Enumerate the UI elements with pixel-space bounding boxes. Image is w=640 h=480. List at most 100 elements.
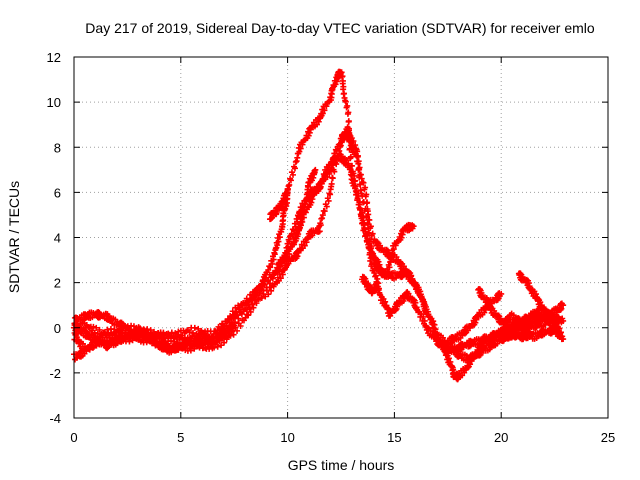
- x-axis-label: GPS time / hours: [288, 457, 395, 473]
- x-tick-label: 10: [280, 430, 294, 445]
- data-marker: [301, 242, 308, 249]
- data-marker: [429, 318, 436, 325]
- data-marker: [297, 145, 304, 152]
- data-marker: [347, 153, 354, 160]
- data-marker: [303, 198, 310, 205]
- data-marker: [332, 146, 339, 153]
- data-marker: [377, 242, 384, 249]
- data-marker: [93, 324, 100, 331]
- grid-layer: [74, 57, 608, 418]
- data-marker: [299, 141, 306, 148]
- data-marker: [335, 152, 342, 159]
- data-marker: [382, 298, 389, 305]
- data-marker: [360, 179, 367, 186]
- data-marker: [298, 241, 305, 248]
- series-track-3: [71, 124, 547, 383]
- data-marker: [359, 209, 366, 216]
- data-marker: [371, 256, 378, 263]
- data-marker: [333, 161, 340, 168]
- data-marker: [274, 242, 281, 249]
- data-marker: [363, 191, 370, 198]
- data-marker: [518, 317, 525, 324]
- series-track-11: [515, 270, 565, 337]
- data-marker: [346, 138, 353, 145]
- data-marker: [329, 175, 336, 182]
- data-point: [558, 329, 565, 336]
- data-marker: [342, 98, 349, 105]
- data-marker: [422, 307, 429, 314]
- data-point: [374, 279, 381, 286]
- data-marker: [305, 132, 312, 139]
- data-marker: [346, 132, 353, 139]
- y-tick-label: -4: [49, 411, 61, 426]
- data-marker: [356, 164, 363, 171]
- x-tick-label: 25: [601, 430, 615, 445]
- data-marker: [219, 321, 226, 328]
- data-marker: [234, 312, 241, 319]
- data-marker: [345, 118, 352, 125]
- data-marker: [421, 300, 428, 307]
- data-marker: [270, 256, 277, 263]
- data-marker: [253, 300, 260, 307]
- data-point: [560, 336, 567, 343]
- data-marker: [321, 107, 328, 114]
- series-track-8: [359, 273, 381, 297]
- data-point: [422, 303, 429, 310]
- y-tick-label: -2: [49, 366, 61, 381]
- series-track-9: [444, 290, 505, 346]
- x-tick-label: 15: [387, 430, 401, 445]
- data-marker: [325, 197, 332, 204]
- data-point: [262, 274, 269, 281]
- data-marker: [468, 357, 475, 364]
- data-marker: [372, 272, 379, 279]
- series-track-6: [266, 185, 291, 223]
- x-tick-label: 0: [70, 430, 77, 445]
- data-marker: [346, 145, 353, 152]
- data-marker: [407, 293, 414, 300]
- data-marker: [282, 195, 289, 202]
- data-point: [560, 317, 567, 324]
- data-marker: [328, 180, 335, 187]
- data-marker: [160, 329, 167, 336]
- data-marker: [319, 110, 326, 117]
- data-marker: [245, 312, 252, 319]
- data-marker: [304, 189, 311, 196]
- data-marker: [319, 212, 326, 219]
- data-marker: [364, 236, 371, 243]
- data-marker: [277, 275, 284, 282]
- data-marker: [276, 264, 283, 271]
- data-marker: [417, 288, 424, 295]
- y-tick-label: 12: [47, 50, 61, 65]
- data-marker: [360, 214, 367, 221]
- data-point: [284, 187, 291, 194]
- series-track-12: [502, 329, 535, 343]
- data-marker: [351, 172, 358, 179]
- data-marker: [285, 243, 292, 250]
- data-marker: [364, 199, 371, 206]
- y-tick-label: 2: [54, 276, 61, 291]
- data-marker: [357, 171, 364, 178]
- data-marker: [384, 269, 391, 276]
- data-marker: [476, 348, 483, 355]
- data-marker: [344, 102, 351, 109]
- data-marker: [358, 175, 365, 182]
- x-tick-label: 20: [494, 430, 508, 445]
- data-marker: [413, 281, 420, 288]
- data-marker: [284, 247, 291, 254]
- y-tick-label: 8: [54, 140, 61, 155]
- data-marker: [287, 177, 294, 184]
- data-marker: [464, 327, 471, 334]
- series-track-5: [70, 321, 238, 356]
- data-marker: [327, 191, 334, 198]
- data-point: [412, 299, 419, 306]
- data-marker: [399, 231, 406, 238]
- y-axis-label: SDTVAR / TECUs: [6, 181, 22, 293]
- data-point: [498, 290, 505, 297]
- data-marker: [424, 308, 431, 315]
- data-marker: [375, 258, 382, 265]
- series-track-7: [290, 166, 319, 248]
- chart-title: Day 217 of 2019, Sidereal Day-to-day VTE…: [85, 20, 595, 36]
- data-point: [528, 331, 535, 338]
- data-marker: [186, 329, 193, 336]
